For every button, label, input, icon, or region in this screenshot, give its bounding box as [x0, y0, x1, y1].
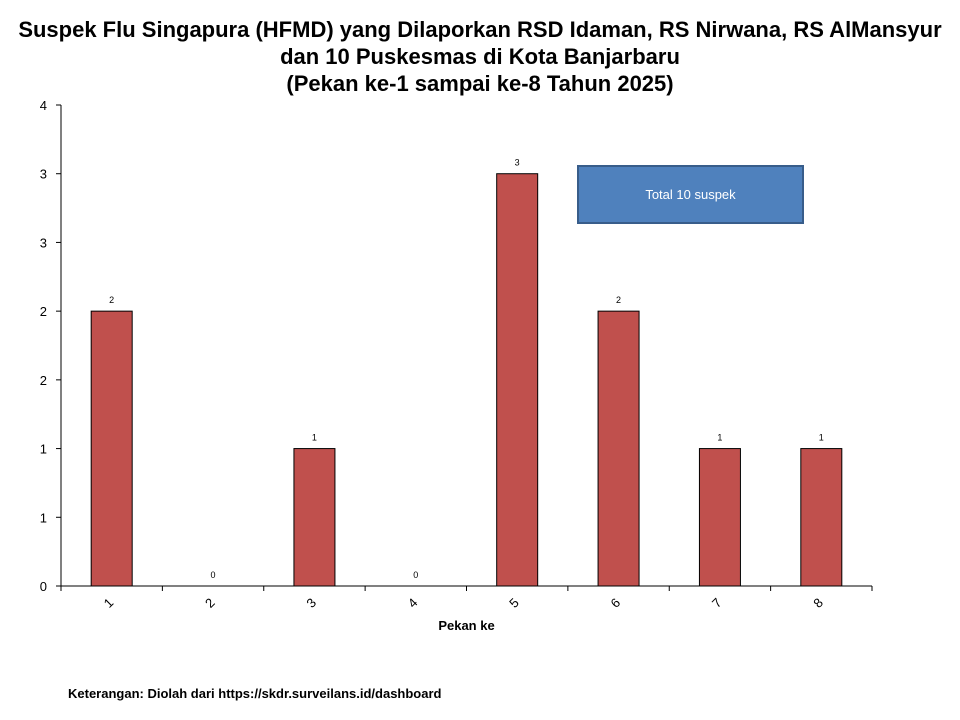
title-line-3: (Pekan ke-1 sampai ke-8 Tahun 2025): [286, 71, 674, 96]
y-tick-label: 2: [40, 304, 47, 319]
total-annotation-box: Total 10 suspek: [577, 165, 804, 224]
x-tick-label: 8: [810, 595, 826, 611]
y-tick-label: 4: [40, 98, 47, 113]
x-tick-label: 6: [608, 595, 624, 611]
data-label: 0: [211, 570, 216, 580]
y-tick-label: 0: [40, 579, 47, 594]
title-line-1: Suspek Flu Singapura (HFMD) yang Dilapor…: [18, 17, 942, 42]
x-tick-label: 5: [506, 595, 522, 611]
data-label: 1: [312, 433, 317, 443]
bar: [90, 310, 133, 587]
data-label: 3: [515, 158, 520, 168]
x-tick-label: 2: [202, 595, 218, 611]
bar: [800, 448, 843, 587]
y-tick-label: 3: [40, 167, 47, 182]
source-note: Keterangan: Diolah dari https://skdr.sur…: [68, 686, 442, 701]
title-line-2: dan 10 Puskesmas di Kota Banjarbaru: [280, 44, 680, 69]
x-tick-label: 7: [709, 595, 725, 611]
y-tick-label: 3: [40, 235, 47, 250]
bar: [698, 448, 741, 587]
x-tick-label: 4: [405, 595, 421, 611]
data-label: 2: [109, 295, 114, 305]
x-tick-label: 3: [303, 595, 319, 611]
y-tick-label: 2: [40, 373, 47, 388]
x-axis-title: Pekan ke: [438, 618, 494, 633]
bar: [597, 310, 640, 587]
total-annotation-text: Total 10 suspek: [645, 187, 736, 202]
bar: [496, 173, 539, 587]
data-label: 1: [717, 433, 722, 443]
data-label: 0: [413, 570, 418, 580]
x-tick-label: 1: [101, 595, 117, 611]
chart-title: Suspek Flu Singapura (HFMD) yang Dilapor…: [0, 16, 960, 97]
data-label: 1: [819, 433, 824, 443]
bar: [293, 448, 336, 587]
y-tick-label: 1: [40, 442, 47, 457]
data-label: 2: [616, 295, 621, 305]
y-tick-label: 1: [40, 510, 47, 525]
